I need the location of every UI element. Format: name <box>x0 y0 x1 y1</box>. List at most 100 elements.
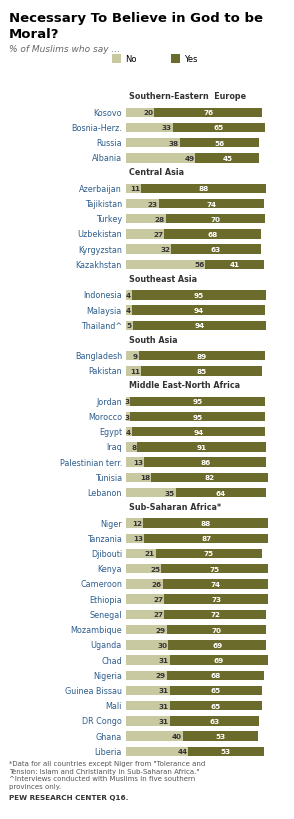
Bar <box>176 488 266 498</box>
Text: 31: 31 <box>159 688 169 694</box>
Text: 31: 31 <box>159 718 169 724</box>
Bar <box>164 610 266 619</box>
Text: 27: 27 <box>153 596 163 603</box>
Text: 4: 4 <box>126 308 131 314</box>
Bar <box>188 747 263 756</box>
Text: 29: 29 <box>156 672 166 678</box>
Text: Tanzania: Tanzania <box>87 534 122 543</box>
Text: Southeast Asia: Southeast Asia <box>128 274 197 283</box>
Bar <box>126 230 164 239</box>
Bar <box>156 549 262 559</box>
Bar <box>161 564 268 574</box>
Bar <box>126 428 131 437</box>
Bar <box>126 564 161 574</box>
Text: 20: 20 <box>143 110 153 116</box>
Text: Liberia: Liberia <box>95 747 122 756</box>
Text: 88: 88 <box>200 520 211 527</box>
Text: Uzbekistan: Uzbekistan <box>77 230 122 239</box>
Bar <box>126 625 167 635</box>
Bar <box>126 124 173 133</box>
Text: 3: 3 <box>124 399 129 405</box>
Bar <box>141 367 262 376</box>
Text: 75: 75 <box>210 566 220 572</box>
Text: Guinea Bissau: Guinea Bissau <box>65 686 122 695</box>
Text: Egypt: Egypt <box>99 428 122 437</box>
Text: 68: 68 <box>207 232 218 238</box>
Text: Necessary To Believe in God to be
Moral?: Necessary To Believe in God to be Moral? <box>9 12 263 41</box>
Text: 31: 31 <box>159 703 169 708</box>
Text: 49: 49 <box>184 156 194 161</box>
Text: 87: 87 <box>201 536 211 541</box>
Text: 65: 65 <box>214 125 224 131</box>
Text: Middle East-North Africa: Middle East-North Africa <box>128 381 240 390</box>
Text: 53: 53 <box>221 749 231 754</box>
Text: 18: 18 <box>140 475 150 481</box>
Bar <box>126 686 170 695</box>
Bar <box>141 184 266 194</box>
Bar <box>170 701 262 711</box>
Text: 56: 56 <box>214 141 225 147</box>
Bar <box>196 154 259 164</box>
Text: 45: 45 <box>222 156 233 161</box>
Text: 31: 31 <box>159 657 169 663</box>
Bar <box>126 108 154 118</box>
Text: 69: 69 <box>212 642 223 648</box>
Text: Niger: Niger <box>100 519 122 528</box>
Text: 74: 74 <box>206 201 216 207</box>
Text: 95: 95 <box>193 414 203 420</box>
Text: 91: 91 <box>197 445 207 450</box>
Bar <box>126 306 131 315</box>
Text: 35: 35 <box>164 490 175 496</box>
Bar <box>126 731 183 741</box>
Text: DR Congo: DR Congo <box>82 717 122 726</box>
Text: PEW RESEARCH CENTER Q16.: PEW RESEARCH CENTER Q16. <box>9 794 128 800</box>
Bar <box>164 595 268 604</box>
Text: Sub-Saharan Africa*: Sub-Saharan Africa* <box>128 503 220 512</box>
Text: Bangladesh: Bangladesh <box>75 352 122 360</box>
Text: 94: 94 <box>193 308 203 314</box>
Bar <box>137 443 266 452</box>
Text: 3: 3 <box>124 414 129 420</box>
Text: 33: 33 <box>162 125 172 131</box>
Text: Southern-Eastern  Europe: Southern-Eastern Europe <box>128 93 246 102</box>
Bar <box>144 534 268 543</box>
Text: South Asia: South Asia <box>128 335 177 344</box>
Text: % of Muslims who say ...: % of Muslims who say ... <box>9 45 120 54</box>
Bar <box>126 580 163 589</box>
Text: 74: 74 <box>210 581 220 587</box>
Bar <box>126 138 180 148</box>
Bar <box>126 701 170 711</box>
Text: 75: 75 <box>204 551 214 557</box>
Text: 94: 94 <box>195 323 205 329</box>
Text: Azerbaijan: Azerbaijan <box>79 184 122 193</box>
Bar <box>126 549 156 559</box>
Bar <box>143 518 268 528</box>
Text: 13: 13 <box>133 459 143 466</box>
Bar <box>126 610 164 619</box>
Text: 23: 23 <box>148 201 158 207</box>
Text: 13: 13 <box>133 536 143 541</box>
Bar <box>126 200 158 209</box>
Text: 44: 44 <box>177 749 187 754</box>
Text: 70: 70 <box>212 627 222 633</box>
Bar <box>126 321 133 331</box>
Text: 95: 95 <box>193 399 203 405</box>
Bar <box>126 397 130 406</box>
Text: Ethiopia: Ethiopia <box>89 595 122 604</box>
Bar <box>163 580 268 589</box>
Text: 38: 38 <box>169 141 179 147</box>
Bar <box>180 138 259 148</box>
Text: 68: 68 <box>210 672 220 678</box>
Text: 95: 95 <box>194 292 204 298</box>
Text: Lebanon: Lebanon <box>88 489 122 497</box>
Text: Bosnia-Herz.: Bosnia-Herz. <box>71 124 122 133</box>
Text: 86: 86 <box>200 459 211 466</box>
Bar <box>133 321 266 331</box>
Text: 85: 85 <box>197 369 207 374</box>
Text: 88: 88 <box>199 186 209 192</box>
Bar <box>130 412 265 422</box>
Text: 12: 12 <box>132 520 142 527</box>
Bar <box>126 351 139 361</box>
Text: Cameroon: Cameroon <box>80 580 122 589</box>
Text: *Data for all countries except Niger from "Tolerance and
Tension: Islam and Chri: *Data for all countries except Niger fro… <box>9 760 205 790</box>
